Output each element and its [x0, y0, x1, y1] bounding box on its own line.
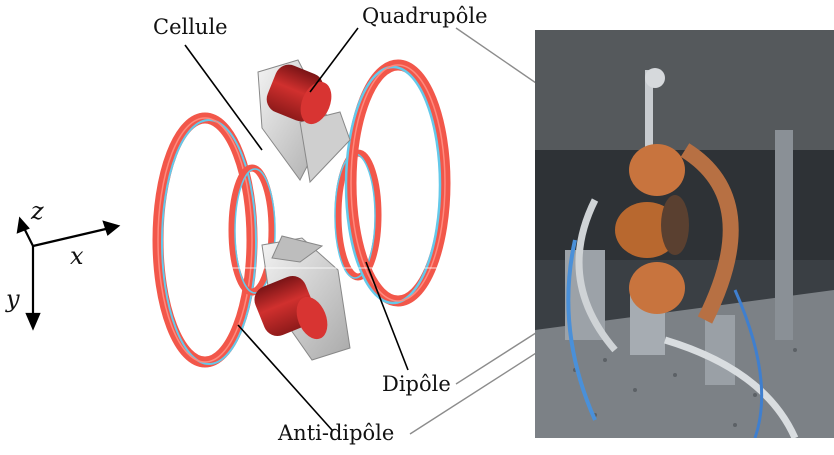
axis-label-z: z — [31, 197, 44, 225]
right-outer-coil — [344, 59, 451, 307]
apparatus-photo — [535, 30, 834, 438]
label-anti-dipole: Anti-dipôle — [278, 421, 395, 445]
axis-label-x: x — [70, 242, 84, 270]
leader-cellule — [184, 44, 263, 151]
left-inner-coil — [228, 164, 276, 296]
leader-dipole — [365, 261, 409, 371]
leader-quadrupole — [309, 27, 359, 93]
leader-lines — [184, 27, 409, 431]
left-outer-coil — [152, 112, 258, 368]
label-dipole: Dipôle — [382, 372, 451, 396]
lower-quadrupole-magnet — [254, 235, 351, 361]
axes — [16, 216, 121, 331]
label-cellule: Cellule — [153, 15, 228, 39]
label-quadrupole: Quadrupôle — [362, 4, 488, 28]
upper-quadrupole-magnet — [257, 59, 351, 184]
leader-anti-dipole — [237, 324, 333, 431]
axis-label-y: y — [6, 285, 20, 313]
